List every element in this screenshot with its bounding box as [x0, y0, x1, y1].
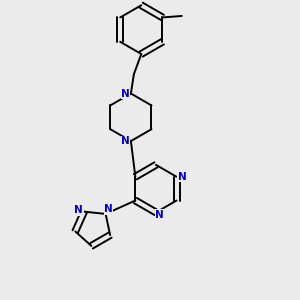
- Text: N: N: [155, 210, 164, 220]
- Text: N: N: [178, 172, 186, 182]
- Text: N: N: [121, 88, 130, 98]
- Text: N: N: [104, 204, 113, 214]
- Text: N: N: [121, 136, 130, 146]
- Text: N: N: [74, 205, 83, 215]
